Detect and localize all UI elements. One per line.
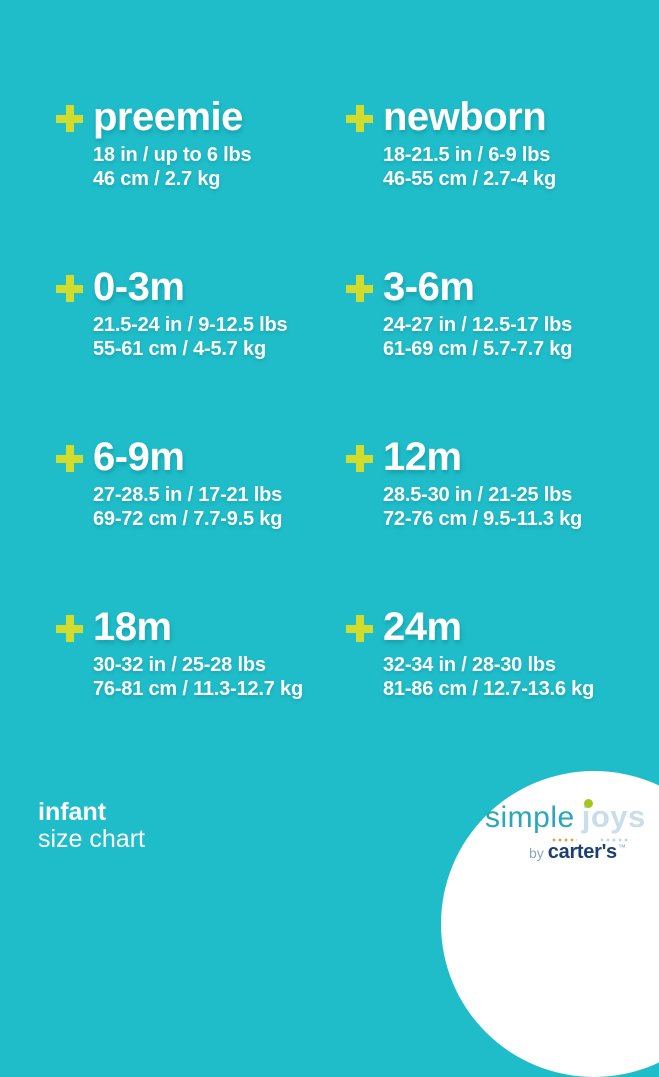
plus-icon [56, 615, 83, 642]
size-entry-3-6m: 3-6m 24-27 in / 12.5-17 lbs 61-69 cm / 5… [346, 266, 572, 361]
logo-wordmark: simple joys [485, 799, 646, 835]
size-metric: 81-86 cm / 12.7-13.6 kg [383, 678, 595, 700]
size-imperial: 28.5-30 in / 21-25 lbs [383, 484, 573, 506]
brand-circle: simple joys by carter's ™ [441, 771, 659, 1077]
trademark-symbol: ™ [617, 843, 626, 852]
size-entry-12m: 12m 28.5-30 in / 21-25 lbs 72-76 cm / 9.… [346, 436, 582, 531]
size-label: 0-3m [93, 265, 185, 309]
plus-icon [346, 105, 373, 132]
size-label: 3-6m [383, 265, 475, 309]
size-metric: 46 cm / 2.7 kg [93, 168, 221, 190]
size-imperial: 30-32 in / 25-28 lbs [93, 654, 266, 676]
plus-icon [56, 105, 83, 132]
size-entry-18m: 18m 30-32 in / 25-28 lbs 76-81 cm / 11.3… [56, 606, 303, 701]
chart-title-subtitle: size chart [38, 825, 145, 853]
size-entry-6-9m: 6-9m 27-28.5 in / 17-21 lbs 69-72 cm / 7… [56, 436, 282, 531]
size-entry-preemie: preemie 18 in / up to 6 lbs 46 cm / 2.7 … [56, 95, 252, 191]
size-label: 24m [383, 605, 462, 649]
plus-icon [346, 445, 373, 472]
size-imperial: 21.5-24 in / 9-12.5 lbs [93, 314, 288, 336]
size-metric: 72-76 cm / 9.5-11.3 kg [383, 508, 583, 530]
simple-joys-logo: simple joys by carter's ™ [441, 771, 659, 881]
logo-carters-text: carter's [547, 841, 617, 863]
logo-word-joys-wrap: joys [582, 799, 646, 835]
size-entry-0-3m: 0-3m 21.5-24 in / 9-12.5 lbs 55-61 cm / … [56, 265, 288, 361]
size-imperial: 24-27 in / 12.5-17 lbs [383, 314, 573, 336]
size-label: preemie [93, 95, 243, 139]
size-label: 6-9m [93, 435, 185, 479]
size-imperial: 18 in / up to 6 lbs [93, 144, 252, 166]
size-metric: 61-69 cm / 5.7-7.7 kg [383, 338, 573, 360]
size-label: newborn [383, 95, 547, 139]
logo-word-simple: simple [485, 801, 575, 834]
size-entry-24m: 24m 32-34 in / 28-30 lbs 81-86 cm / 12.7… [346, 606, 594, 701]
chart-title: infant size chart [38, 799, 145, 853]
chart-title-category: infant [38, 798, 107, 826]
dotted-underline-right-icon [600, 838, 631, 842]
dotted-underline-left-icon [552, 838, 577, 842]
size-metric: 46-55 cm / 2.7-4 kg [383, 168, 556, 190]
size-metric: 69-72 cm / 7.7-9.5 kg [93, 508, 283, 530]
logo-by-text: by [529, 845, 544, 861]
size-label: 12m [383, 435, 462, 479]
plus-icon [346, 615, 373, 642]
size-entry-newborn: newborn 18-21.5 in / 6-9 lbs 46-55 cm / … [346, 96, 556, 191]
size-metric: 76-81 cm / 11.3-12.7 kg [93, 678, 303, 700]
size-imperial: 32-34 in / 28-30 lbs [383, 654, 556, 676]
size-label: 18m [93, 605, 172, 649]
logo-byline: by carter's ™ [529, 841, 626, 864]
size-metric: 55-61 cm / 4-5.7 kg [93, 338, 266, 360]
plus-icon [346, 275, 373, 302]
size-imperial: 18-21.5 in / 6-9 lbs [383, 144, 551, 166]
size-imperial: 27-28.5 in / 17-21 lbs [93, 484, 283, 506]
j-dot-icon [583, 799, 593, 808]
plus-icon [56, 275, 83, 302]
plus-icon [56, 445, 83, 472]
